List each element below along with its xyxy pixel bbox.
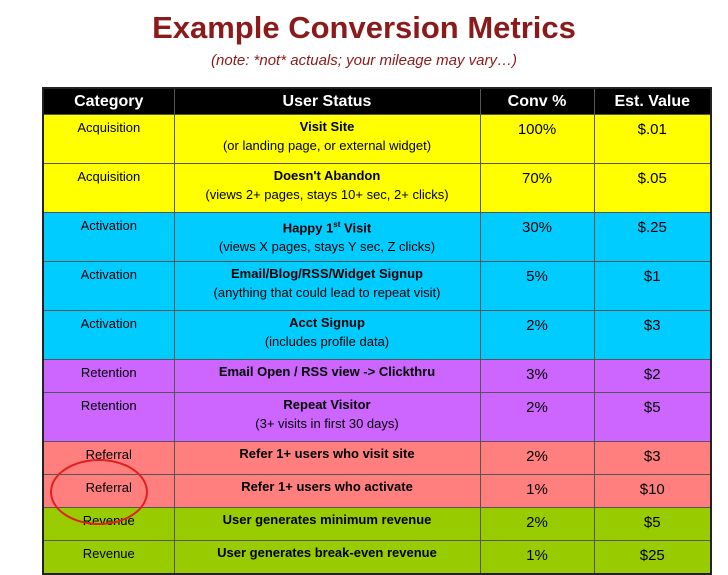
value-cell: $3 [593, 310, 712, 360]
status-cell: Email Open / RSS view -> Clickthru [173, 359, 481, 393]
status-label: Email/Blog/RSS/Widget Signup [231, 266, 423, 281]
table-row: Retention Repeat Visitor (3+ visits in f… [42, 392, 712, 442]
status-label: Repeat Visitor [283, 397, 371, 412]
conv-cell: 5% [479, 261, 595, 311]
status-label: Refer 1+ users who visit site [239, 446, 415, 461]
table-row: Referral Refer 1+ users who visit site 2… [42, 441, 712, 475]
status-label-sup: st [333, 220, 341, 229]
table-row: Revenue User generates minimum revenue 2… [42, 507, 712, 541]
value-cell: $.05 [593, 163, 712, 213]
value-cell: $.25 [593, 212, 712, 262]
category-cell: Retention [42, 392, 175, 442]
category-cell: Retention [42, 359, 175, 393]
conv-cell: 2% [479, 507, 595, 541]
table-row: Retention Email Open / RSS view -> Click… [42, 359, 712, 393]
status-label: Refer 1+ users who activate [241, 479, 413, 494]
status-cell: Email/Blog/RSS/Widget Signup (anything t… [173, 261, 481, 311]
status-detail: (3+ visits in first 30 days) [255, 416, 399, 431]
conv-cell: 2% [479, 441, 595, 475]
category-cell: Acquisition [42, 114, 175, 164]
status-detail: (views X pages, stays Y sec, Z clicks) [218, 239, 436, 255]
page-subtitle: (note: *not* actuals; your mileage may v… [211, 52, 517, 69]
page-title: Example Conversion Metrics [152, 10, 576, 45]
value-cell: $5 [593, 392, 712, 442]
value-cell: $10 [593, 474, 712, 508]
status-label: Acct Signup [289, 315, 365, 330]
header-conv-pct: Conv % [479, 87, 595, 115]
conv-cell: 30% [479, 212, 595, 262]
value-cell: $2 [593, 359, 712, 393]
table-row: Activation Happy 1st Visit (views X page… [42, 212, 712, 262]
value-cell: $1 [593, 261, 712, 311]
table-row: Activation Email/Blog/RSS/Widget Signup … [42, 261, 712, 311]
status-label: User generates minimum revenue [222, 512, 432, 527]
status-label: Doesn't Abandon [273, 168, 381, 183]
status-cell: Visit Site (or landing page, or external… [173, 114, 481, 164]
status-cell: Doesn't Abandon (views 2+ pages, stays 1… [173, 163, 481, 213]
table-header-row: Category User Status Conv % Est. Value [42, 87, 712, 115]
table-row: Acquisition Visit Site (or landing page,… [42, 114, 712, 164]
table-row: Acquisition Doesn't Abandon (views 2+ pa… [42, 163, 712, 213]
conv-cell: 100% [479, 114, 595, 164]
status-detail: (or landing page, or external widget) [222, 138, 432, 153]
status-cell: User generates minimum revenue [173, 507, 481, 541]
status-cell: Repeat Visitor (3+ visits in first 30 da… [173, 392, 481, 442]
status-cell: Happy 1st Visit (views X pages, stays Y … [173, 212, 481, 262]
status-label-post: Visit [340, 220, 372, 236]
value-cell: $.01 [593, 114, 712, 164]
revenue-highlight-circle [50, 459, 148, 525]
status-cell: Acct Signup (includes profile data) [173, 310, 481, 360]
status-detail: (anything that could lead to repeat visi… [213, 285, 441, 300]
category-cell: Acquisition [42, 163, 175, 213]
header-category: Category [42, 87, 175, 115]
status-label-pre: Happy 1 [282, 220, 334, 236]
conv-cell: 2% [479, 392, 595, 442]
header-user-status: User Status [173, 87, 481, 115]
status-label: Email Open / RSS view -> Clickthru [218, 364, 436, 379]
conv-cell: 2% [479, 310, 595, 360]
conversion-metrics-table: Category User Status Conv % Est. Value A… [42, 87, 712, 575]
table-row: Activation Acct Signup (includes profile… [42, 310, 712, 360]
value-cell: $5 [593, 507, 712, 541]
category-cell: Activation [42, 310, 175, 360]
status-cell: Refer 1+ users who activate [173, 474, 481, 508]
header-est-value: Est. Value [593, 87, 712, 115]
category-cell: Activation [42, 212, 175, 262]
status-cell: Refer 1+ users who visit site [173, 441, 481, 475]
status-detail: (views 2+ pages, stays 10+ sec, 2+ click… [205, 187, 449, 202]
status-detail: (includes profile data) [264, 334, 390, 349]
conv-cell: 1% [479, 474, 595, 508]
category-cell: Activation [42, 261, 175, 311]
status-label: Happy 1st Visit [175, 215, 480, 237]
conv-cell: 70% [479, 163, 595, 213]
status-label: Visit Site [299, 119, 355, 134]
value-cell: $3 [593, 441, 712, 475]
conv-cell: 3% [479, 359, 595, 393]
